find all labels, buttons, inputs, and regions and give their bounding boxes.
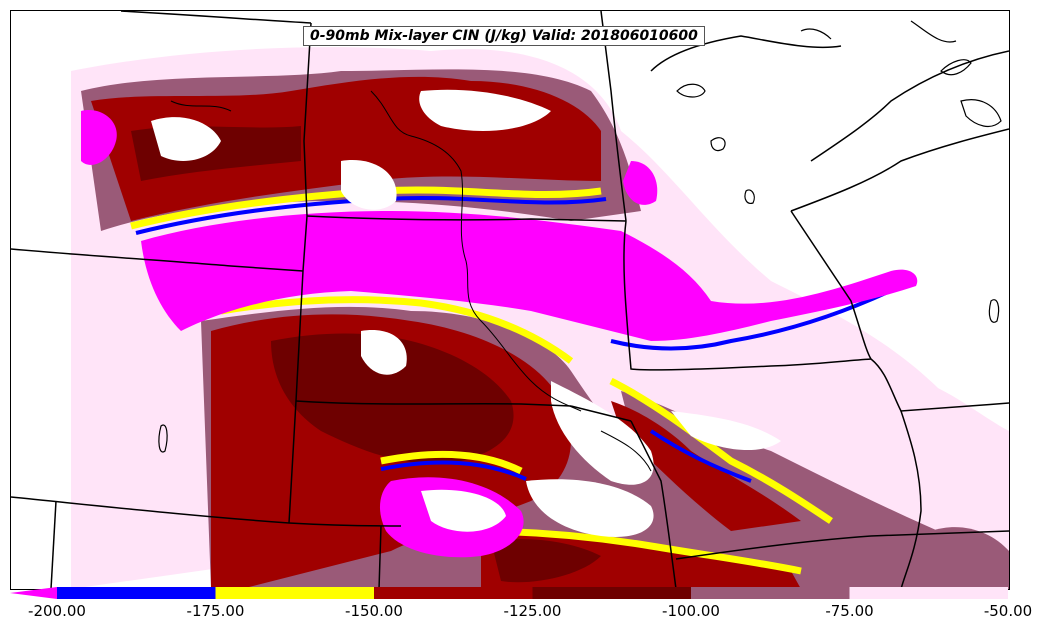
colorbar-tick-label: -200.00 <box>28 602 86 620</box>
map-panel: 0-90mb Mix-layer CIN (J/kg) Valid: 20180… <box>10 10 1010 590</box>
colorbar-tick-label: -175.00 <box>186 602 245 620</box>
colorbar-bin-5 <box>849 587 1008 599</box>
rivers <box>170 90 652 472</box>
field-yellow <box>130 186 833 575</box>
colorbar-tick-label: -150.00 <box>345 602 403 620</box>
colorbar-bin-0 <box>57 587 216 599</box>
colorbar-bin-3 <box>532 587 691 599</box>
colorbar-underflow-triangle <box>10 587 57 599</box>
colorbar-bin-2 <box>374 587 533 599</box>
colorbar-bin-4 <box>691 587 850 599</box>
colorbar-tick-label: -50.00 <box>983 602 1033 620</box>
cin-map <box>11 11 1009 589</box>
state-boundaries <box>11 11 1009 589</box>
map-title: 0-90mb Mix-layer CIN (J/kg) Valid: 20180… <box>303 26 705 46</box>
colorbar-tick-label: -125.00 <box>503 602 562 620</box>
colorbar-bin-1 <box>215 587 374 599</box>
field-dark-red <box>131 126 601 583</box>
colorbar <box>10 587 1008 599</box>
colorbar-tick-label: -75.00 <box>825 602 874 620</box>
colorbar-tick-label: -100.00 <box>662 602 720 620</box>
lake-outlines <box>158 20 1002 453</box>
